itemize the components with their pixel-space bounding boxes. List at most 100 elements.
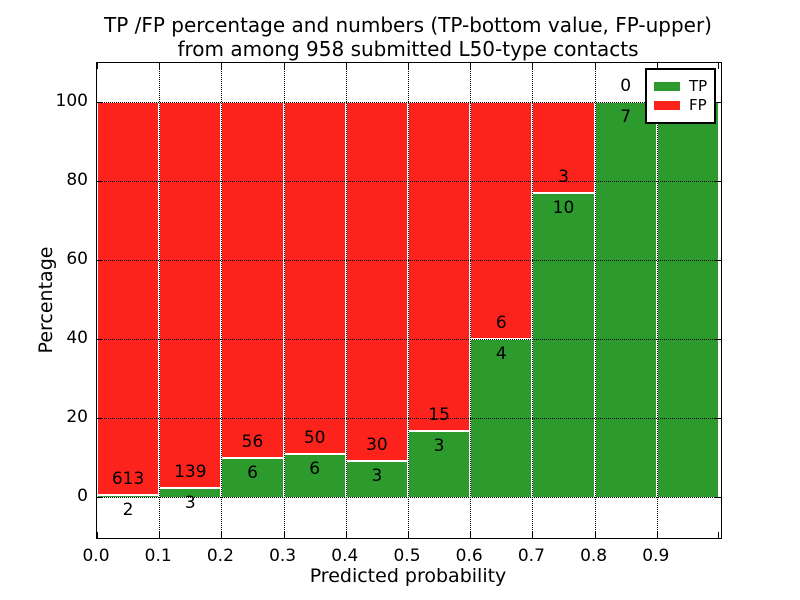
y-tick-left-40 (97, 338, 103, 340)
gridline-horizontal-100 (97, 102, 721, 104)
y-tick-right-60 (715, 260, 721, 262)
x-tick-bottom-0 (97, 532, 98, 538)
x-tick-top-5 (408, 63, 409, 69)
y-tick-left-0 (97, 496, 103, 498)
x-tick-top-4 (345, 63, 347, 69)
gridline-vertical-9 (656, 63, 658, 538)
x-tick-bottom-2 (221, 532, 223, 538)
x-tick-top-9 (656, 63, 658, 69)
y-tick-left-100 (97, 102, 103, 104)
fp-count-label-7: 3 (558, 167, 569, 188)
tp-count-label-6: 4 (495, 343, 507, 364)
gridline-vertical-6 (470, 63, 472, 538)
legend-entry-tp: TP (654, 78, 708, 95)
tp-count-label-1: 3 (184, 493, 196, 514)
legend: TP FP (645, 68, 716, 124)
x-tick-bottom-3 (283, 532, 285, 538)
fp-count-label-3: 50 (303, 428, 326, 449)
fp-count-label-2: 56 (241, 432, 264, 453)
bar-tp-5 (408, 430, 471, 497)
gridline-horizontal-60 (97, 260, 721, 262)
tp-color-swatch (654, 82, 680, 91)
x-tick-bottom-8 (594, 532, 596, 538)
bar-fp-7 (532, 102, 595, 194)
gridline-vertical-3 (283, 63, 285, 538)
x-tick-bottom-7 (532, 532, 534, 538)
x-tick-label-0.0: 0.0 (82, 546, 110, 566)
bar-tp-0 (97, 495, 160, 497)
y-tick-right-20 (715, 417, 721, 419)
y-tick-label-0: 0 (77, 485, 88, 506)
y-tick-label-100: 100 (55, 91, 88, 112)
legend-entry-fp: FP (654, 97, 708, 114)
x-axis-label: Predicted probability (309, 565, 507, 587)
x-tick-bottom-4 (345, 532, 347, 538)
y-tick-right-100 (715, 102, 721, 104)
x-tick-label-0.8: 0.8 (580, 546, 608, 566)
gridline-vertical-2 (221, 63, 223, 538)
x-tick-top-10 (718, 63, 719, 69)
bar-fp-0 (97, 102, 160, 496)
tp-count-label-2: 6 (247, 463, 258, 484)
bar-tp-8 (594, 102, 657, 497)
x-tick-top-1 (159, 63, 161, 69)
gridline-horizontal-40 (97, 338, 721, 340)
bar-fp-3 (283, 102, 346, 455)
x-tick-label-0.4: 0.4 (331, 546, 359, 566)
gridline-vertical-4 (345, 63, 347, 538)
x-tick-label-0.6: 0.6 (455, 546, 483, 566)
x-tick-top-8 (594, 63, 596, 69)
x-tick-top-2 (221, 63, 223, 69)
bar-fp-5 (408, 102, 471, 431)
bar-tp-7 (532, 193, 595, 497)
bar-fp-6 (470, 102, 533, 339)
bar-fp-4 (345, 102, 408, 461)
bar-tp-3 (283, 454, 346, 497)
tp-count-label-7: 10 (552, 198, 575, 219)
y-tick-label-20: 20 (66, 406, 88, 427)
fp-count-label-8: 0 (620, 76, 632, 97)
legend-label-tp: TP (689, 77, 708, 95)
fp-count-label-1: 139 (174, 462, 207, 483)
x-tick-label-0.7: 0.7 (517, 546, 545, 566)
y-tick-right-40 (715, 338, 721, 340)
gridline-vertical-5 (408, 63, 409, 538)
x-tick-top-0 (97, 63, 98, 69)
y-tick-right-80 (715, 181, 721, 183)
tp-count-label-3: 6 (309, 459, 321, 480)
tp-count-label-4: 3 (371, 465, 383, 486)
bar-tp-9 (656, 102, 719, 497)
x-tick-bottom-5 (408, 532, 409, 538)
legend-label-fp: FP (689, 96, 707, 114)
x-tick-bottom-6 (470, 532, 472, 538)
x-tick-top-7 (532, 63, 534, 69)
fp-color-swatch (654, 101, 680, 110)
y-tick-left-60 (97, 260, 103, 262)
y-tick-label-80: 80 (66, 170, 88, 191)
tp-count-label-5: 3 (433, 435, 445, 456)
fp-count-label-6: 6 (495, 312, 507, 333)
y-tick-right-0 (715, 496, 721, 498)
bar-tp-4 (345, 460, 408, 497)
gridline-horizontal-0 (97, 496, 721, 498)
fp-count-label-5: 15 (428, 404, 450, 425)
x-tick-label-0.9: 0.9 (642, 546, 670, 566)
chart-title-line2: from among 958 submitted L50-type contac… (177, 37, 639, 61)
fp-count-label-0: 613 (111, 469, 145, 490)
gridline-vertical-1 (159, 63, 161, 538)
y-tick-left-80 (97, 181, 103, 183)
x-tick-label-0.2: 0.2 (206, 546, 234, 566)
gridline-vertical-8 (594, 63, 596, 538)
tp-count-label-0: 2 (122, 500, 134, 521)
gridline-vertical-7 (532, 63, 534, 538)
x-tick-label-0.5: 0.5 (393, 546, 421, 566)
x-tick-label-0.1: 0.1 (144, 546, 172, 566)
x-tick-top-3 (283, 63, 285, 69)
bar-tp-2 (221, 458, 284, 497)
y-tick-label-40: 40 (66, 327, 88, 348)
x-tick-bottom-1 (159, 532, 161, 538)
gridline-horizontal-20 (97, 417, 721, 419)
plot-area: 61321393566506303153643100702 TP FP (96, 62, 722, 539)
bar-fp-1 (159, 102, 222, 489)
y-tick-left-20 (97, 417, 103, 419)
